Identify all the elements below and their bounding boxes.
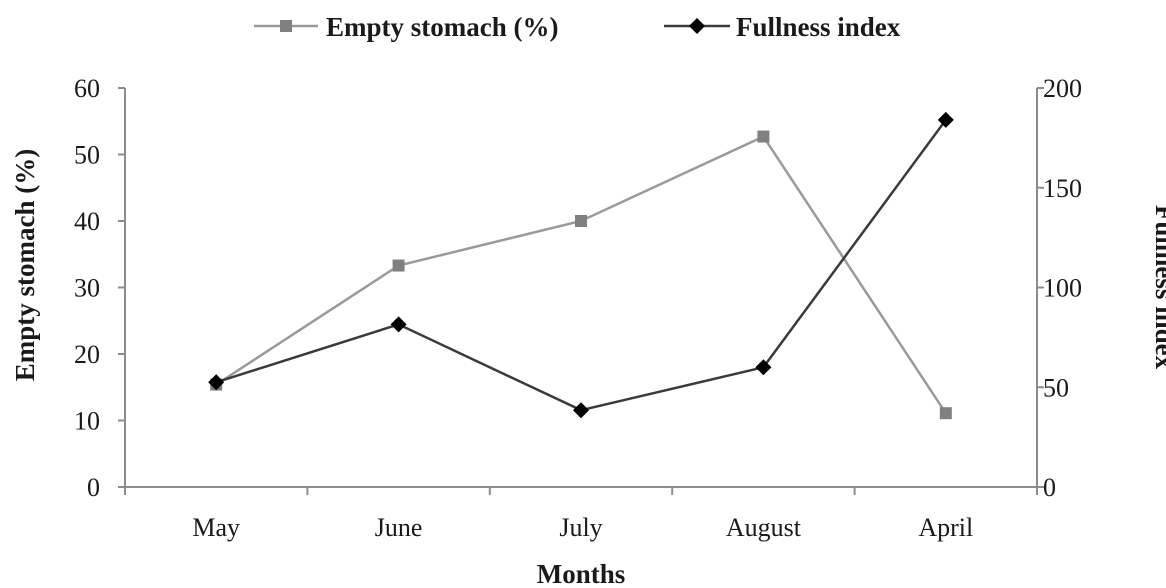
legend: Empty stomach (%) Fullness index — [254, 12, 901, 42]
series-line-fullness-index — [215, 119, 947, 412]
data-point-empty-stomach — [939, 407, 952, 420]
series-line-empty-stomach — [215, 134, 947, 414]
x-tick-label: June — [375, 513, 423, 542]
axes — [118, 87, 1044, 495]
y-left-tick-label: 20 — [74, 340, 100, 369]
legend-label-empty-stomach: Empty stomach (%) — [326, 12, 558, 42]
legend-marker-diamond — [689, 18, 705, 34]
y-left-tick-label: 60 — [74, 74, 100, 103]
data-point-fullness-index — [755, 359, 772, 376]
data-point-fullness-index — [208, 374, 225, 391]
data-point-empty-stomach — [757, 130, 770, 143]
y-right-tick-label: 0 — [1043, 473, 1056, 502]
data-point-fullness-index — [937, 111, 954, 128]
x-tick-label: July — [559, 513, 602, 542]
y-axis-left-title: Empty stomach (%) — [10, 149, 40, 381]
y-right-tick-label: 50 — [1043, 373, 1069, 402]
data-point-empty-stomach — [575, 215, 587, 227]
x-axis-title: Months — [537, 559, 626, 588]
data-point-fullness-index — [573, 402, 589, 419]
y-right-tick-label: 100 — [1043, 274, 1082, 303]
y-left-tick-label: 50 — [74, 141, 100, 170]
y-right-tick-label: 200 — [1043, 74, 1082, 103]
legend-label-fullness-index: Fullness index — [736, 12, 901, 42]
x-tick-label: May — [192, 513, 240, 542]
y-axis-right-title: Fullness index — [1150, 205, 1166, 370]
x-tick-label: April — [918, 513, 973, 542]
y-right-tick-label: 150 — [1043, 174, 1082, 203]
x-tick-label: August — [726, 513, 802, 542]
y-left-tick-label: 10 — [74, 407, 100, 436]
y-left-tick-label: 30 — [74, 274, 100, 303]
tick-labels: 0 10 20 30 40 50 60 0 50 100 150 200 May June July Augu… — [74, 74, 1082, 542]
legend-marker-square — [280, 20, 292, 32]
data-point-empty-stomach — [392, 259, 405, 272]
y-left-tick-label: 0 — [87, 473, 100, 502]
y-left-tick-label: 40 — [74, 207, 100, 236]
data-point-fullness-index — [390, 316, 407, 333]
series-layer — [208, 111, 954, 420]
